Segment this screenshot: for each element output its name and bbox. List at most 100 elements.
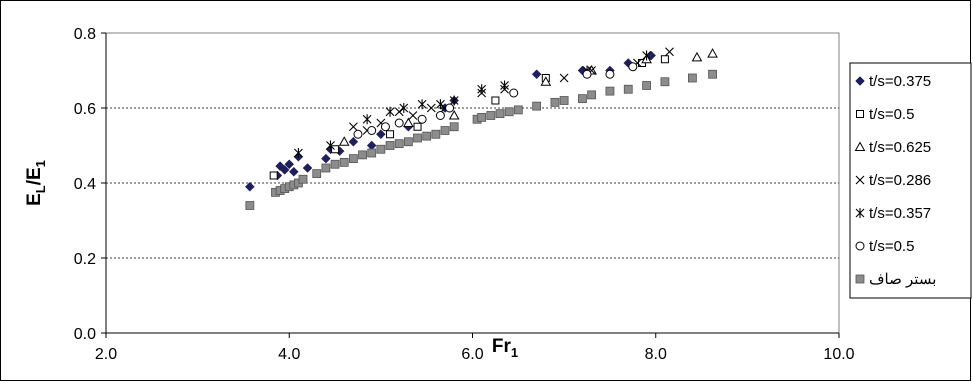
data-point bbox=[642, 50, 651, 61]
data-point bbox=[394, 107, 404, 117]
x-tick-label: 10.0 bbox=[823, 346, 854, 363]
data-point bbox=[486, 111, 496, 120]
data-point bbox=[403, 137, 413, 147]
data-point bbox=[504, 107, 514, 117]
legend-item-1: t/s=0.5 bbox=[856, 106, 914, 123]
data-point bbox=[417, 114, 427, 124]
legend-item-2: t/s=0.625 bbox=[854, 139, 931, 156]
legend-marker bbox=[855, 274, 865, 284]
data-point bbox=[628, 62, 638, 72]
data-point bbox=[385, 106, 395, 117]
data-point bbox=[244, 181, 255, 192]
data-point bbox=[445, 103, 455, 113]
data-point bbox=[339, 157, 349, 167]
data-point bbox=[531, 69, 542, 80]
x-tick-label: 4.0 bbox=[278, 346, 300, 363]
data-point bbox=[321, 153, 331, 164]
data-point bbox=[691, 51, 703, 62]
data-point bbox=[358, 150, 367, 160]
x-axis-label: Fr1 bbox=[492, 336, 518, 360]
data-point bbox=[642, 81, 651, 90]
legend-marker bbox=[856, 110, 864, 118]
data-point bbox=[367, 148, 377, 158]
legend: t/s=0.375 t/s=0.5 t/s=0.625 t/s=0.286 t/s=0.… bbox=[849, 62, 972, 299]
data-point bbox=[582, 69, 592, 79]
data-point bbox=[605, 86, 615, 96]
y-tick-label: 0.2 bbox=[74, 251, 96, 268]
legend-item-4: t/s=0.357 bbox=[855, 205, 931, 222]
data-point bbox=[338, 136, 350, 146]
data-point bbox=[578, 94, 587, 104]
data-point bbox=[298, 174, 308, 184]
data-point bbox=[665, 47, 674, 57]
data-point bbox=[385, 141, 395, 150]
legend-label: t/s=0.375 bbox=[869, 73, 931, 90]
legend-label: t/s=0.357 bbox=[869, 205, 931, 222]
data-point bbox=[491, 96, 500, 105]
data-point bbox=[376, 144, 386, 154]
legend-label: t/s=0.625 bbox=[869, 139, 931, 156]
data-points bbox=[244, 47, 718, 210]
data-point bbox=[708, 69, 717, 79]
legend-marker bbox=[855, 175, 865, 185]
series-4 bbox=[294, 50, 651, 158]
data-point bbox=[477, 112, 487, 122]
data-point bbox=[513, 105, 523, 115]
data-point bbox=[348, 136, 359, 147]
legend-item-5: t/s=0.5 bbox=[855, 238, 914, 255]
data-point bbox=[302, 163, 313, 173]
data-point bbox=[660, 77, 670, 87]
legend-label: t/s=0.5 bbox=[869, 238, 914, 255]
data-point bbox=[284, 159, 295, 170]
data-point bbox=[707, 48, 718, 58]
legend-item-3: t/s=0.286 bbox=[855, 172, 931, 189]
data-point bbox=[279, 165, 290, 175]
data-point bbox=[440, 126, 450, 135]
x-tick-labels: 2.0 4.0 6.0 8.0 10.0 bbox=[95, 333, 855, 363]
y-tick-label: 0.8 bbox=[74, 26, 96, 43]
data-point bbox=[532, 101, 542, 111]
data-point bbox=[312, 169, 322, 179]
legend-marker bbox=[855, 76, 865, 86]
legend-item-0: t/s=0.375 bbox=[855, 73, 931, 90]
data-point bbox=[559, 96, 569, 105]
legend-marker bbox=[855, 241, 865, 251]
data-point bbox=[500, 80, 509, 91]
data-point bbox=[321, 163, 331, 173]
y-tick-label: 0.6 bbox=[74, 101, 96, 118]
data-point bbox=[326, 140, 335, 151]
data-point bbox=[495, 109, 505, 119]
data-point bbox=[294, 148, 303, 158]
y-tick-label: 0.0 bbox=[74, 326, 96, 343]
data-point bbox=[367, 126, 377, 135]
data-point bbox=[435, 111, 445, 120]
data-point bbox=[448, 109, 460, 120]
data-point bbox=[605, 69, 615, 79]
series-6 bbox=[245, 69, 717, 210]
data-point bbox=[348, 122, 358, 132]
y-tick-labels: 0.0 0.2 0.4 0.6 0.8 bbox=[74, 26, 106, 343]
data-point bbox=[587, 90, 597, 100]
legend-item-6: بستر صاف bbox=[855, 271, 936, 288]
data-point bbox=[540, 76, 552, 86]
legend-box bbox=[849, 62, 972, 299]
legend-label: بستر صاف bbox=[869, 271, 936, 288]
data-point bbox=[422, 131, 432, 141]
data-point bbox=[623, 84, 633, 94]
data-point bbox=[408, 111, 418, 120]
data-point bbox=[380, 122, 390, 132]
data-point bbox=[403, 117, 414, 127]
series-5 bbox=[353, 62, 638, 139]
data-point bbox=[245, 201, 255, 210]
legend-marker bbox=[855, 208, 865, 218]
legend-label: t/s=0.286 bbox=[869, 172, 931, 189]
legend-label: t/s=0.5 bbox=[869, 106, 914, 123]
data-point bbox=[660, 55, 669, 64]
data-point bbox=[386, 130, 395, 139]
data-point bbox=[449, 95, 459, 106]
data-point bbox=[436, 99, 445, 110]
y-axis-label: EL/E1 bbox=[24, 160, 48, 206]
data-point bbox=[399, 103, 409, 113]
data-point bbox=[353, 129, 363, 139]
